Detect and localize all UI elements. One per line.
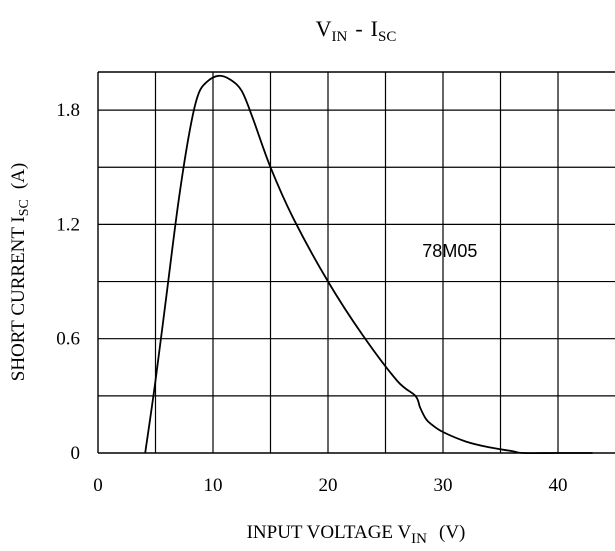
y-tick-labels: 0 0.6 1.2 1.8 (56, 100, 80, 464)
y-tick-label: 0.6 (56, 329, 80, 350)
x-tick-label: 20 (319, 475, 338, 496)
chart-title: VIN - ISC (316, 16, 397, 45)
series-group (144, 74, 593, 455)
grid (98, 72, 615, 453)
x-tick-labels: 0 10 20 30 40 (93, 475, 567, 496)
y-tick-label: 1.2 (56, 214, 80, 235)
annotations: 78M05 (422, 241, 477, 261)
y-tick-label: 0 (71, 443, 81, 464)
y-axis-label: SHORT CURRENT ISC(A) (8, 163, 32, 381)
x-tick-label: 0 (93, 475, 103, 496)
x-axis-label: INPUT VOLTAGE VIN (V) (247, 522, 466, 547)
annotation-label: 78M05 (422, 241, 477, 261)
x-tick-label: 30 (434, 475, 453, 496)
series-line-0 (144, 74, 593, 455)
y-tick-label: 1.8 (56, 100, 80, 121)
x-tick-label: 40 (549, 475, 568, 496)
x-tick-label: 10 (204, 475, 223, 496)
